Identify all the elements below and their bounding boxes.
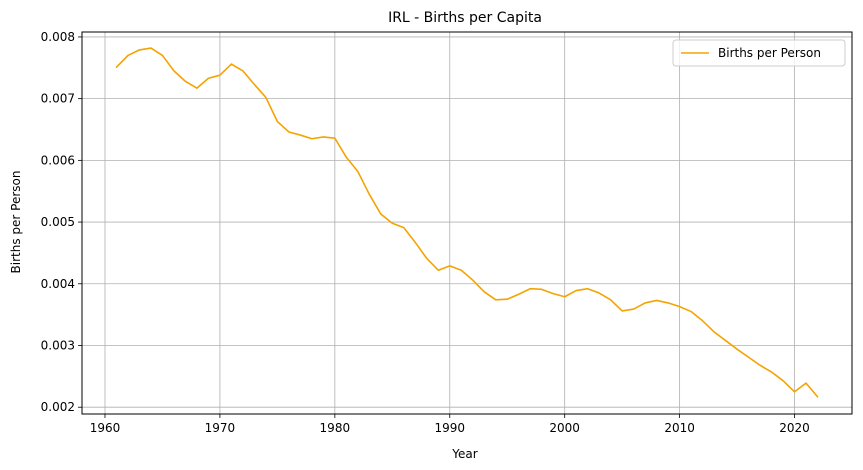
y-tick-label: 0.007 (41, 92, 75, 106)
chart-title: IRL - Births per Capita (388, 10, 542, 26)
x-tick-label: 1960 (90, 421, 121, 435)
legend: Births per Person (672, 39, 846, 67)
series-line-0 (115, 47, 819, 398)
x-axis-label: Year (451, 447, 477, 461)
x-tick-label: 1970 (205, 421, 236, 435)
y-tick-label: 0.008 (41, 30, 75, 44)
y-tick-label: 0.003 (41, 338, 75, 352)
x-tick-label: 1980 (320, 421, 351, 435)
x-tick-label: 1990 (434, 421, 465, 435)
y-tick-label: 0.006 (41, 153, 75, 167)
y-tick-label: 0.004 (41, 277, 75, 291)
y-tick-label: 0.002 (41, 400, 75, 414)
y-tick-label: 0.005 (41, 215, 75, 229)
plot-frame (81, 31, 853, 415)
y-axis-label: Births per Person (9, 171, 23, 274)
x-tick-label: 2020 (779, 421, 810, 435)
legend-box (672, 39, 846, 67)
grid-lines (82, 32, 852, 414)
x-tick-label: 2000 (549, 421, 580, 435)
axis-ticks: 1960 1970 1980 1990 2000 2010 2020 0.002 0.003 0.… (41, 30, 810, 435)
legend-label: Births per Person (718, 46, 821, 60)
series-layer (115, 47, 819, 398)
x-tick-label: 2010 (664, 421, 695, 435)
